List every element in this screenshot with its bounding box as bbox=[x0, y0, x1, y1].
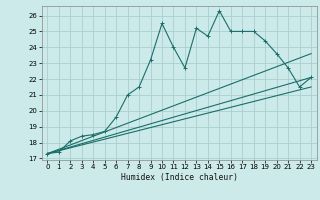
X-axis label: Humidex (Indice chaleur): Humidex (Indice chaleur) bbox=[121, 173, 238, 182]
